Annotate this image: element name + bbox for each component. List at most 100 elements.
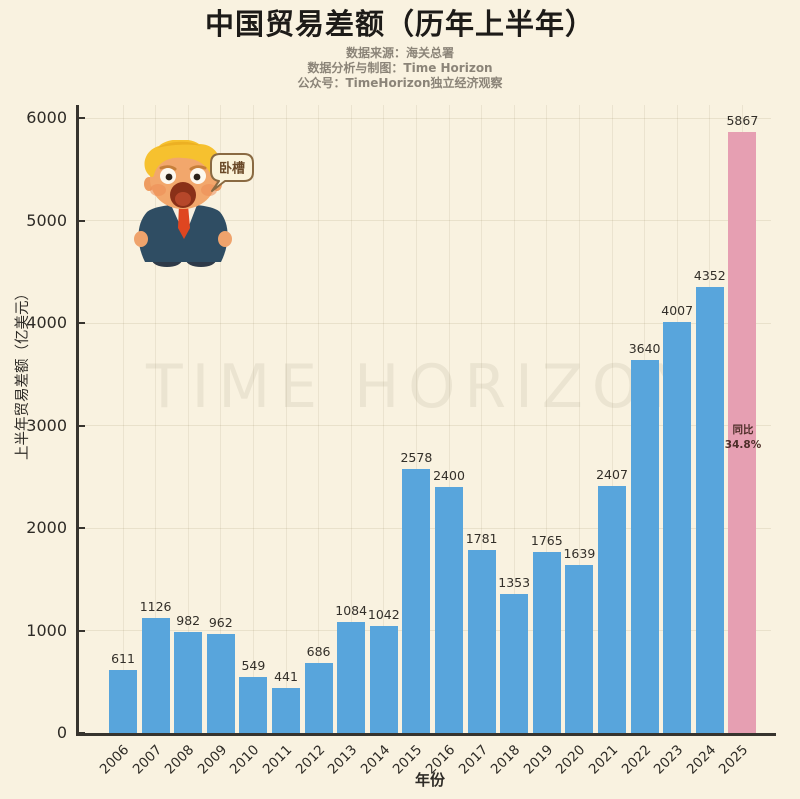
bar: [304, 662, 333, 733]
bar: [467, 550, 496, 733]
bar: [141, 617, 170, 733]
bar-value-label: 441: [274, 668, 298, 684]
chart-header: 中国贸易差额（历年上半年） 数据来源：海关总署 数据分析与制图：Time Hor…: [0, 6, 800, 91]
bar: [598, 486, 626, 733]
subtitle-data-source: 数据来源：海关总署: [345, 46, 454, 61]
bar-value-label: 1781: [465, 531, 498, 547]
sticker-mouth-inner: [175, 192, 191, 206]
y-tick-label: 5000: [26, 210, 67, 230]
v-gridline: [220, 105, 222, 733]
h-gridline: [77, 322, 771, 324]
bar: [109, 670, 137, 733]
sticker-hair-shade: [157, 141, 201, 148]
bar-value-label: 4007: [661, 303, 694, 319]
subtitle-author: 数据分析与制图：Time Horizon: [307, 61, 493, 76]
bar: [565, 565, 594, 733]
sticker-cheek-right: [201, 184, 217, 196]
sticker-brow-left: [159, 165, 177, 171]
y-tick-mark: [78, 322, 85, 324]
y-tick-label: 4000: [26, 313, 67, 332]
bar-value-label: 5867: [726, 112, 759, 128]
bar-value-label: 2578: [400, 449, 433, 465]
watermark: TIME HORIZON: [145, 352, 703, 422]
y-tick-label: 3000: [26, 415, 67, 435]
h-gridline: [77, 220, 771, 221]
sticker-pupil-left: [165, 173, 173, 181]
v-gridline: [481, 105, 483, 733]
sticker-hand-right: [218, 231, 232, 247]
y-tick-mark: [78, 629, 85, 632]
v-gridline: [448, 105, 450, 733]
subtitle-channel: 公众号：TimeHorizon独立经济观察: [297, 76, 503, 91]
chart-title: 中国贸易差额（历年上半年）: [204, 7, 595, 41]
v-gridline: [122, 105, 124, 733]
bar-value-label: 611: [111, 651, 135, 667]
bar: [239, 676, 268, 733]
plot-area: 同比 34.8% 0 1000 2000 3000 4000 5000 6000 611 200…: [26, 105, 776, 778]
y-tick-mark: [78, 527, 85, 529]
x-axis-line: [76, 733, 776, 736]
bar: [337, 621, 366, 733]
v-gridline: [350, 105, 352, 733]
bar-value-label: 1042: [367, 607, 400, 623]
sticker-brow-right: [189, 165, 207, 171]
bar-value-label: 1126: [139, 598, 172, 614]
bar-value-label: 1084: [335, 602, 368, 618]
v-gridline: [383, 105, 385, 733]
bar-value-label: 549: [241, 657, 266, 673]
bar: [369, 626, 398, 733]
v-gridline: [285, 105, 287, 733]
sticker-hand-left: [134, 231, 148, 247]
v-gridline: [155, 105, 157, 733]
bar: [532, 552, 561, 733]
bar: [630, 359, 659, 733]
sticker-hair: [144, 140, 220, 177]
v-gridline: [187, 105, 189, 733]
v-gridline: [578, 105, 580, 733]
bar-value-label: 2400: [433, 468, 465, 483]
bar: [500, 594, 529, 733]
v-gridline: [611, 105, 613, 733]
bar: [174, 632, 203, 733]
bar-value-label: 1765: [530, 533, 563, 549]
bar-highlight: [728, 131, 757, 733]
bar-value-label: 4352: [693, 267, 726, 283]
y-axis-title: 上半年贸易差额（亿美元）: [15, 286, 31, 460]
bar-value-label: 982: [176, 613, 201, 629]
sticker-tie: [178, 205, 190, 239]
bar-value-label: 2407: [596, 467, 628, 483]
bar-value-label: 1639: [563, 546, 596, 562]
y-tick-label: 0: [56, 723, 67, 742]
bar: [272, 687, 300, 733]
y-tick-label: 2000: [26, 518, 67, 537]
bar-value-label: 962: [208, 615, 233, 631]
speech-bubble-shape: [210, 153, 254, 192]
speech-bubble-text: 卧槽: [219, 161, 245, 177]
bar: [402, 468, 431, 733]
y-tick-mark: [78, 424, 85, 427]
y-axis-line: [76, 105, 79, 735]
v-gridline: [513, 105, 515, 733]
h-gridline: [77, 117, 771, 119]
y-tick-mark: [78, 732, 85, 734]
y-tick-mark: [78, 117, 85, 119]
bar: [663, 322, 692, 733]
bar-value-label: 3640: [628, 340, 661, 356]
y-tick-label: 6000: [26, 108, 67, 127]
sticker-pupil-right: [193, 173, 201, 181]
speech-bubble: 卧槽: [210, 153, 254, 192]
bar: [695, 286, 724, 733]
trump-figurine-sticker: [134, 140, 232, 267]
sticker-cheek-left: [150, 184, 166, 196]
bar: [206, 634, 235, 733]
h-gridline: [77, 425, 771, 426]
highlight-annotation: 同比 34.8%: [724, 424, 762, 452]
v-gridline: [546, 105, 548, 733]
bar-value-label: 686: [306, 643, 331, 659]
v-gridline: [318, 105, 320, 733]
y-tick-label: 1000: [26, 620, 67, 640]
v-gridline: [252, 105, 254, 733]
v-gridline: [415, 105, 417, 733]
sticker-head: [150, 149, 216, 209]
